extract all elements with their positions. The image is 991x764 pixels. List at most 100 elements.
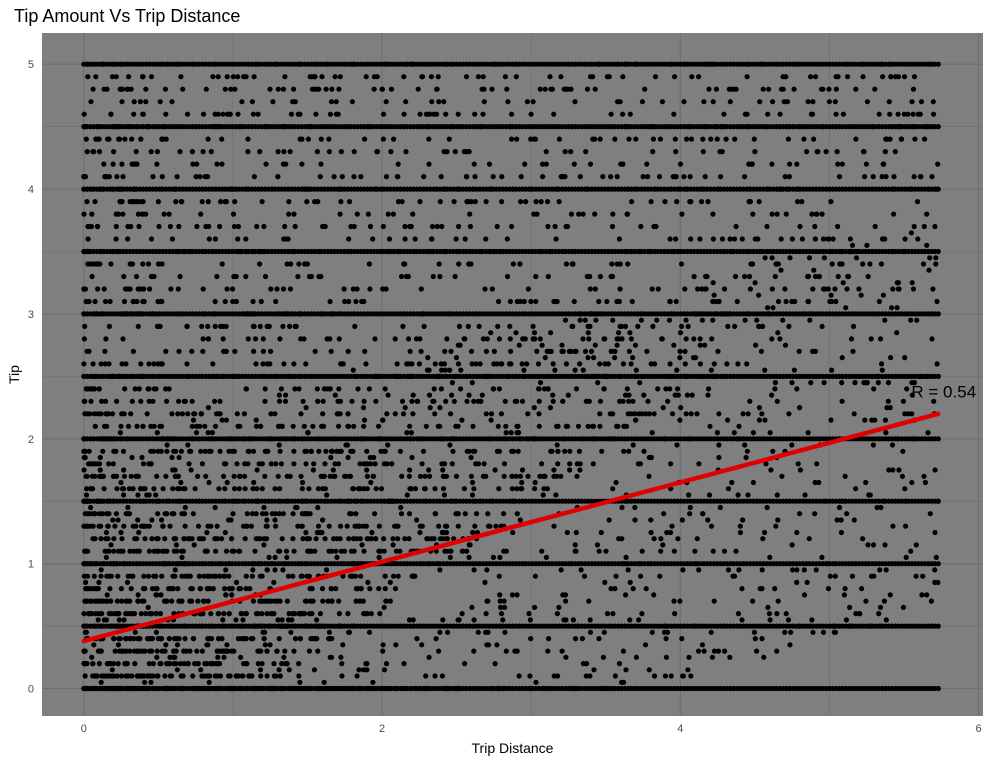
data-point [264, 648, 270, 654]
data-point [515, 448, 521, 454]
data-point [372, 511, 378, 517]
data-point [393, 548, 399, 554]
data-point [116, 373, 122, 379]
data-point [437, 199, 443, 205]
data-point [565, 223, 571, 230]
data-point [459, 548, 465, 554]
data-point [691, 273, 697, 280]
data-point [291, 448, 297, 454]
data-point [156, 373, 162, 379]
data-point [132, 386, 138, 392]
data-point [243, 273, 249, 280]
data-point [351, 174, 357, 180]
data-point [765, 186, 771, 192]
data-point [382, 386, 388, 392]
data-point [303, 498, 309, 504]
data-point [523, 199, 529, 205]
data-point [315, 523, 322, 529]
data-point [103, 336, 109, 342]
data-point [702, 174, 708, 180]
data-point [624, 211, 630, 217]
data-point [86, 298, 92, 305]
data-point [182, 623, 188, 629]
data-point [341, 286, 347, 292]
data-point [509, 223, 515, 230]
data-point [432, 361, 438, 367]
data-point [465, 323, 471, 329]
data-point [243, 573, 249, 579]
data-point [176, 223, 182, 230]
data-point [691, 336, 697, 342]
data-point [534, 348, 540, 354]
data-point [88, 223, 95, 230]
data-point [181, 648, 187, 654]
data-point [266, 498, 272, 504]
data-point [113, 211, 119, 217]
data-point [262, 398, 268, 404]
data-point [678, 261, 685, 267]
data-point [507, 298, 513, 305]
data-point [163, 386, 169, 392]
data-point [261, 373, 267, 379]
data-point [410, 211, 416, 217]
data-point [121, 523, 127, 529]
data-point [273, 298, 279, 305]
data-point [160, 486, 166, 492]
data-point [783, 211, 789, 217]
data-point [267, 436, 273, 442]
data-point [260, 336, 266, 342]
data-point [160, 523, 166, 529]
data-point [464, 199, 470, 205]
data-point [277, 448, 283, 454]
data-point [342, 473, 348, 479]
data-point [416, 436, 422, 442]
data-point [532, 486, 538, 492]
data-point [734, 298, 740, 305]
data-point [554, 473, 560, 479]
data-point [933, 186, 939, 192]
data-point [216, 486, 222, 492]
data-point [166, 636, 172, 642]
data-point [178, 598, 184, 604]
data-point [204, 661, 210, 667]
data-point [112, 523, 118, 529]
data-point [130, 573, 136, 579]
data-point [259, 611, 265, 617]
data-point [606, 436, 612, 442]
data-point [609, 273, 616, 280]
data-point [914, 199, 921, 205]
data-point [472, 523, 478, 529]
data-point [258, 423, 264, 429]
data-point [319, 311, 326, 317]
data-point [121, 298, 128, 305]
data-point [498, 411, 504, 417]
data-point [151, 361, 157, 367]
data-point [536, 386, 542, 392]
data-point [426, 248, 432, 255]
data-point [891, 174, 897, 180]
data-point [640, 373, 647, 379]
data-point [276, 398, 283, 404]
data-point [648, 199, 654, 205]
data-point [97, 598, 103, 604]
data-point [211, 311, 217, 317]
data-point [246, 673, 253, 679]
data-point [335, 398, 341, 404]
data-point [774, 211, 780, 217]
data-point [128, 586, 134, 592]
data-point [419, 461, 425, 467]
data-point [519, 361, 525, 367]
data-point [319, 586, 326, 592]
data-point [138, 286, 144, 292]
data-point [935, 623, 941, 629]
data-point [699, 373, 705, 379]
data-point [128, 223, 134, 230]
data-point [588, 311, 594, 317]
data-point [104, 598, 110, 604]
data-point [251, 248, 257, 255]
data-point [189, 586, 195, 592]
data-point [115, 548, 122, 554]
data-point [495, 323, 501, 329]
data-point [312, 348, 318, 354]
data-point [179, 573, 185, 579]
